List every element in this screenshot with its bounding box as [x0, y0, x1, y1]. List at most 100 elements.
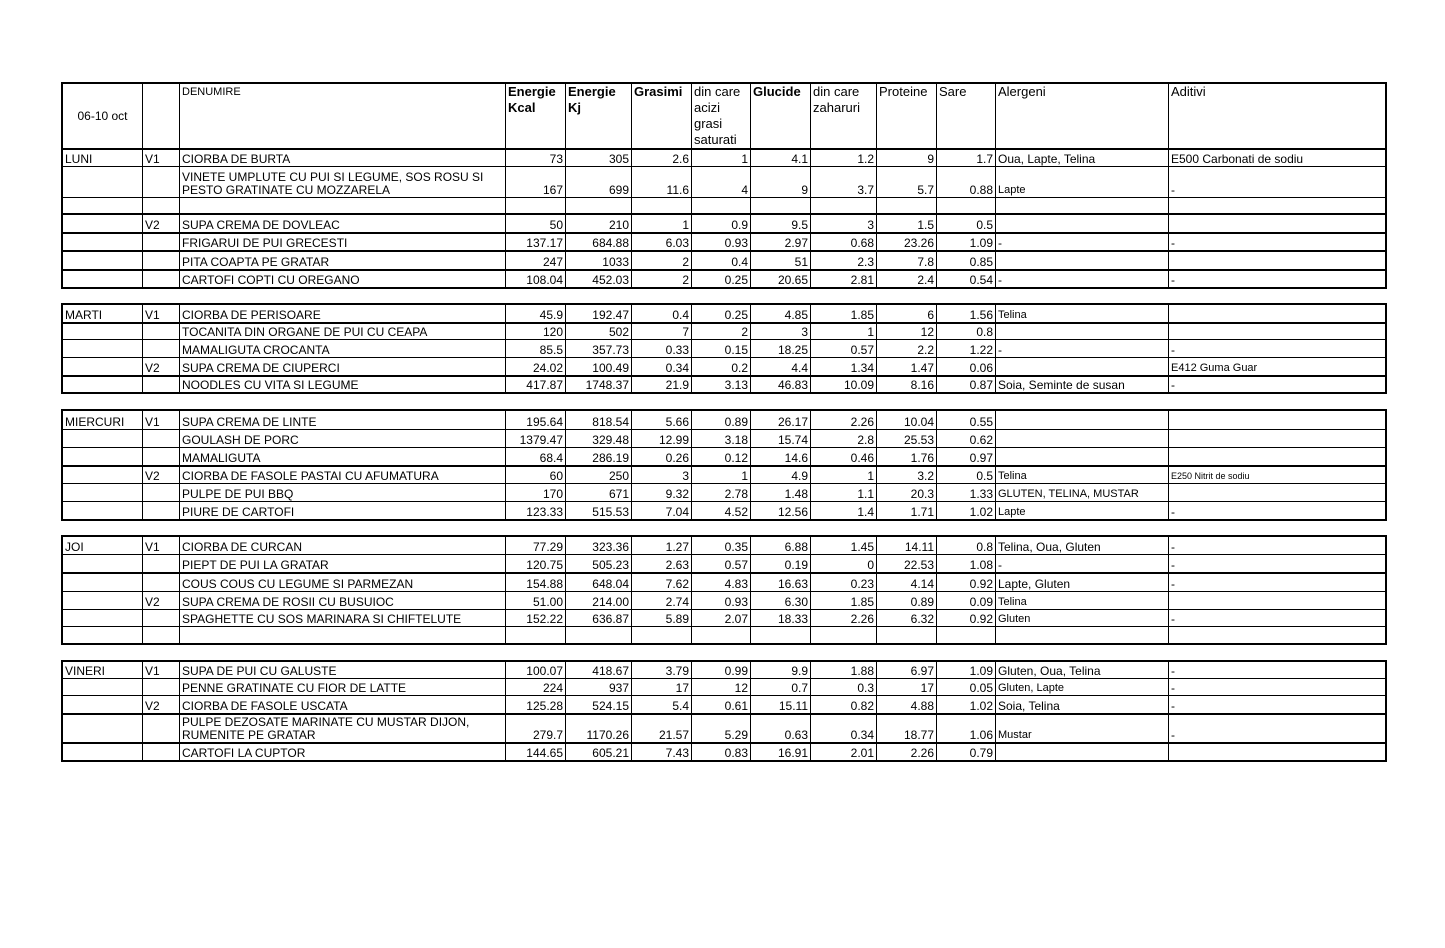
day-group-luni: LUNI V1 CIORBA DE BURTA 73 305 2.6 1 4.1 1.2 9 1.7…: [61, 148, 1387, 289]
value-carbs: 6.30: [750, 591, 811, 610]
variant-label: V2: [142, 357, 180, 376]
value-protein: 6: [876, 304, 937, 323]
value-carbs: 0.19: [750, 554, 811, 573]
value-protein: 18.77: [876, 712, 937, 743]
value-kj: 1170.26: [565, 712, 632, 743]
variant-label: V1: [142, 304, 180, 323]
value-salt: 1.56: [936, 304, 996, 323]
value-kcal: 77.29: [505, 536, 566, 555]
dish-name: CIORBA DE FASOLE USCATA: [179, 695, 506, 714]
variant-label: [142, 197, 180, 214]
value-protein: 0.89: [876, 591, 937, 610]
value-sat: 0.9: [691, 212, 751, 233]
value-kcal: 279.7: [505, 712, 566, 743]
table-row: PIEPT DE PUI LA GRATAR 120.75 505.23 2.63 0.…: [62, 554, 1386, 573]
day-label: JOI: [62, 536, 143, 555]
value-kj: 100.49: [565, 357, 632, 376]
value-kj: 648.04: [565, 571, 632, 592]
dish-name: MAMALIGUTA: [179, 447, 506, 466]
col-aditivi: Aditivi: [1168, 83, 1386, 149]
table-row: V2 CIORBA DE FASOLE PASTAI CU AFUMATURA 60…: [62, 464, 1386, 484]
value-fat: 11.6: [631, 166, 692, 198]
day-label: [62, 374, 143, 393]
table-row: PULPE DEZOSATE MARINATE CU MUSTAR DIJON,…: [62, 712, 1386, 743]
additives: -: [1168, 695, 1386, 714]
dish-name: VINETE UMPLUTE CU PUI SI LEGUME, SOS ROS…: [179, 166, 506, 198]
value-sugar: 0.82: [810, 695, 877, 714]
allergens: [995, 197, 1169, 214]
value-protein: 2.2: [876, 339, 937, 358]
value-carbs: 16.91: [750, 741, 811, 761]
value-salt: 0.05: [936, 678, 996, 696]
value-carbs: 4.85: [750, 304, 811, 323]
allergens: Oua, Lapte, Telina: [995, 149, 1169, 167]
value-salt: [936, 197, 996, 214]
value-carbs: 9.5: [750, 212, 811, 233]
value-kcal: 224: [505, 678, 566, 696]
table-row: PITA COAPTA PE GRATAR 247 1033 2 0.4 51 2.3 7.8…: [62, 249, 1386, 270]
value-carbs: 18.33: [750, 609, 811, 627]
day-label: [62, 357, 143, 376]
value-kj: [565, 626, 632, 644]
value-carbs: 1.48: [750, 483, 811, 502]
variant-label: [142, 268, 180, 288]
value-fat: 0.34: [631, 357, 692, 376]
value-sat: 0.93: [691, 231, 751, 251]
value-kcal: [505, 197, 566, 214]
value-protein: 14.11: [876, 536, 937, 555]
value-fat: 2: [631, 249, 692, 270]
value-fat: 0.4: [631, 304, 692, 323]
value-kcal: 60: [505, 464, 566, 484]
additives: -: [1168, 268, 1386, 288]
value-sat: 0.25: [691, 268, 751, 288]
dish-name: CIORBA DE FASOLE PASTAI CU AFUMATURA: [179, 464, 506, 484]
table-row: MAMALIGUTA CROCANTA 85.5 357.73 0.33 0.15 18.…: [62, 339, 1386, 358]
value-carbs: 0.7: [750, 678, 811, 696]
allergens: Telina: [995, 464, 1169, 484]
value-kj: 684.88: [565, 231, 632, 251]
additives: [1168, 626, 1386, 644]
value-salt: 1.7: [936, 149, 996, 167]
variant-label: [142, 609, 180, 627]
value-protein: 4.88: [876, 695, 937, 714]
value-salt: 1.08: [936, 554, 996, 573]
day-label: [62, 447, 143, 466]
value-kj: 515.53: [565, 501, 632, 520]
dish-name: NOODLES CU VITA SI LEGUME: [179, 374, 506, 393]
additives: [1168, 197, 1386, 214]
additives: E250 Nitrit de sodiu: [1168, 464, 1386, 484]
value-kcal: 154.88: [505, 571, 566, 592]
day-label: [62, 609, 143, 627]
value-fat: [631, 197, 692, 214]
additives: [1168, 249, 1386, 270]
variant-label: [142, 447, 180, 466]
additives: -: [1168, 571, 1386, 592]
value-carbs: 4.1: [750, 149, 811, 167]
value-kj: 210: [565, 212, 632, 233]
additives: -: [1168, 609, 1386, 627]
value-kj: 305: [565, 149, 632, 167]
value-fat: 7.04: [631, 501, 692, 520]
day-label: [62, 464, 143, 484]
table-row: VINERI V1 SUPA DE PUI CU GALUSTE 100.07 418.…: [62, 661, 1386, 679]
value-kj: 323.36: [565, 536, 632, 555]
allergens: Telina: [995, 304, 1169, 323]
table-row: PENNE GRATINATE CU FIOR DE LATTE 224 937 17…: [62, 678, 1386, 696]
table-row: JOI V1 CIORBA DE CURCAN 77.29 323.36 1.27 0.35…: [62, 536, 1386, 555]
day-label: LUNI: [62, 149, 143, 167]
value-salt: 0.5: [936, 212, 996, 233]
value-kcal: 125.28: [505, 695, 566, 714]
table-row: CARTOFI COPTI CU OREGANO 108.04 452.03 2 0.2…: [62, 268, 1386, 288]
value-sugar: 2.81: [810, 268, 877, 288]
value-fat: 21.9: [631, 374, 692, 393]
value-carbs: 18.25: [750, 339, 811, 358]
value-sugar: 10.09: [810, 374, 877, 393]
value-salt: 0.8: [936, 536, 996, 555]
value-sat: 3.18: [691, 429, 751, 448]
day-label: [62, 678, 143, 696]
day-label: [62, 695, 143, 714]
col-alergeni: Alergeni: [995, 83, 1169, 149]
additives: -: [1168, 231, 1386, 251]
additives: E412 Guma Guar: [1168, 357, 1386, 376]
value-sat: 4.52: [691, 501, 751, 520]
